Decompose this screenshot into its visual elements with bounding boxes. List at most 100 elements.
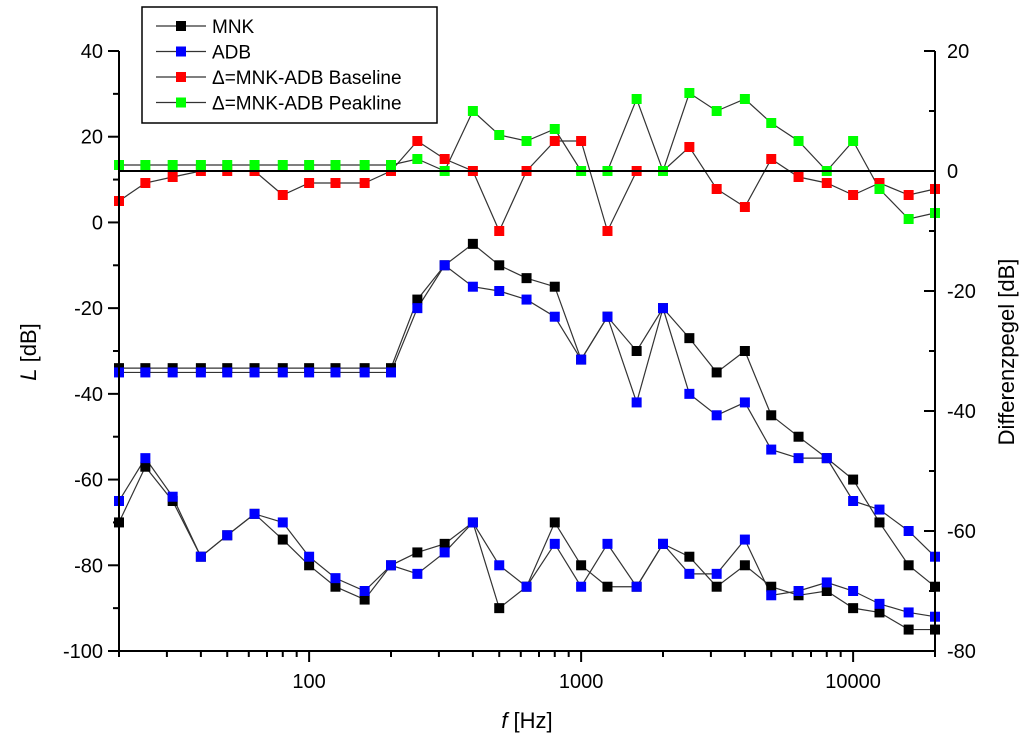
mnk-baseline-point xyxy=(549,517,560,528)
adb-baseline-point xyxy=(602,538,613,549)
adb-baseline-point xyxy=(793,586,804,596)
delta-baseline-point xyxy=(903,190,914,200)
delta-peakline-point xyxy=(467,106,478,116)
adb-peakline-point xyxy=(167,367,178,378)
legend-marker-adb xyxy=(176,46,186,57)
delta-peakline-point xyxy=(167,160,178,170)
delta-peakline-point xyxy=(195,160,206,170)
adb-baseline-point xyxy=(494,560,505,571)
adb-baseline-point xyxy=(167,491,178,502)
mnk-peakline-point xyxy=(521,273,532,284)
adb-peakline-point xyxy=(821,453,832,464)
adb-baseline-point xyxy=(549,538,560,549)
delta-peakline-point xyxy=(140,160,151,170)
delta-peakline-point xyxy=(549,124,560,134)
adb-baseline-point xyxy=(277,517,288,528)
mnk-baseline-point xyxy=(359,594,370,605)
delta-baseline-point xyxy=(412,136,423,146)
delta-peakline-point xyxy=(386,160,396,170)
delta-baseline-point xyxy=(684,142,695,152)
adb-peakline-point xyxy=(277,367,288,378)
adb-peakline-point xyxy=(249,367,260,378)
delta-peakline-point xyxy=(903,214,914,224)
adb-peakline-point xyxy=(874,504,885,515)
y-tick-label: -60 xyxy=(74,470,103,492)
adb-peakline-point xyxy=(222,367,233,378)
y-tick-label: -100 xyxy=(63,641,103,663)
mnk-peakline-point xyxy=(766,410,777,421)
adb-baseline-point xyxy=(631,581,642,592)
mnk-baseline-point xyxy=(602,581,613,592)
y2-tick-label: 20 xyxy=(947,41,969,63)
mnk-peakline-point xyxy=(874,517,885,528)
adb-peakline-point xyxy=(467,281,478,292)
delta-peakline-point xyxy=(494,130,505,140)
delta-baseline-point xyxy=(874,178,885,188)
mnk-baseline-point xyxy=(821,586,832,596)
mnk-peakline-point xyxy=(793,431,804,442)
y2-tick-label: -60 xyxy=(947,521,976,543)
adb-peakline-point xyxy=(739,397,750,408)
delta-baseline-point xyxy=(766,154,777,164)
adb-peakline-point xyxy=(684,388,695,399)
delta-peakline-point xyxy=(277,160,288,170)
adb-baseline-point xyxy=(766,590,777,601)
delta-peakline-point xyxy=(359,160,370,170)
delta-peakline-point xyxy=(848,136,859,146)
delta-baseline-point xyxy=(848,190,859,200)
adb-baseline-point xyxy=(739,534,750,545)
y-tick-label: -80 xyxy=(74,555,103,577)
adb-baseline-point xyxy=(222,530,233,541)
adb-baseline-point xyxy=(359,586,370,596)
legend-marker-delta-baseline xyxy=(176,72,186,82)
adb-peakline-point xyxy=(549,311,560,322)
mnk-baseline-point xyxy=(874,607,885,618)
mnk-baseline-point xyxy=(766,581,777,592)
mnk-baseline-point xyxy=(848,603,859,614)
x-tick-label: 100 xyxy=(292,671,325,693)
y-tick-label: 0 xyxy=(92,212,103,234)
y2-tick-label: -20 xyxy=(947,281,976,303)
y-axis-title-symbol: L xyxy=(16,369,41,381)
adb-baseline-point xyxy=(576,581,587,592)
y-tick-label: -20 xyxy=(74,298,103,320)
y2-tick-label: -80 xyxy=(947,641,976,663)
adb-baseline-point xyxy=(467,517,478,528)
adb-peakline-point xyxy=(386,367,396,378)
adb-baseline-point xyxy=(330,573,341,584)
delta-baseline-point xyxy=(359,178,370,188)
delta-baseline-point xyxy=(277,190,288,200)
adb-baseline-point xyxy=(304,551,315,562)
adb-baseline-point xyxy=(412,568,423,579)
x-axis-title-unit: [Hz] xyxy=(507,708,552,733)
adb-peakline-point xyxy=(195,367,206,378)
adb-peakline-point xyxy=(304,367,315,378)
adb-peakline-point xyxy=(711,410,722,421)
mnk-baseline-point xyxy=(140,461,151,472)
y-tick-label: 40 xyxy=(81,41,103,63)
axes xyxy=(108,50,936,662)
legend: MNK ADB Δ=MNK-ADB Baseline Δ=MNK-ADB Peakli… xyxy=(141,6,438,124)
tick-labels: 40 20 0 -20 -40 -60 -80 -100 20 0 -20 -40 -60 -80 100 1… xyxy=(63,41,976,693)
y-tick-label: -40 xyxy=(74,384,103,406)
adb-baseline-point xyxy=(848,586,859,596)
x-tick-label: 10000 xyxy=(825,671,881,693)
adb-peakline-point xyxy=(494,286,505,296)
delta-baseline-point xyxy=(711,184,722,194)
delta-peakline-point xyxy=(874,184,885,194)
delta-peakline-point xyxy=(739,94,750,104)
adb-baseline-point xyxy=(521,581,532,592)
adb-peakline-point xyxy=(576,354,587,365)
adb-peakline-point xyxy=(439,260,450,271)
adb-peakline-point xyxy=(521,294,532,305)
mnk-baseline-line xyxy=(118,465,935,631)
y2-tick-label: 0 xyxy=(947,161,958,183)
adb-baseline-point xyxy=(140,453,151,464)
delta-peakline-point xyxy=(304,160,315,170)
delta-baseline-point xyxy=(140,178,151,188)
adb-peakline-point xyxy=(766,444,777,455)
adb-peakline-point xyxy=(140,367,151,378)
adb-peakline-point xyxy=(330,367,341,378)
delta-peakline-point xyxy=(330,160,341,170)
